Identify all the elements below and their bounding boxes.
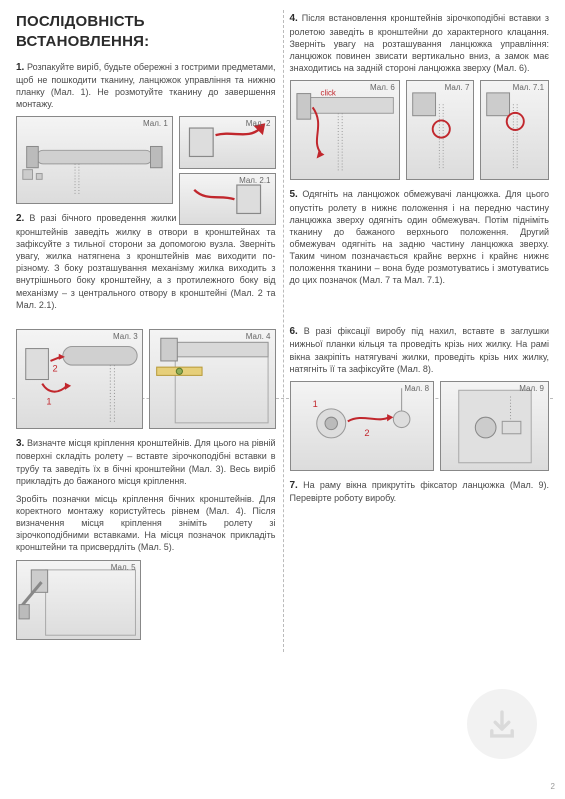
step-1: 1. Розпакуйте виріб, будьте обережні з г… xyxy=(16,61,276,111)
figure-5-caption: Мал. 5 xyxy=(111,563,136,574)
svg-text:2: 2 xyxy=(53,363,58,373)
figure-1-illustration xyxy=(17,117,172,203)
figure-2: Мал. 2 xyxy=(179,116,276,169)
figure-2-1: Мал. 2.1 xyxy=(179,173,276,226)
figure-3: 2 1 Мал. 3 xyxy=(16,329,143,429)
step-2-text: В разі бічного проведення жилки перед вс… xyxy=(16,213,276,309)
figure-7-caption: Мал. 7 xyxy=(445,83,470,94)
step-2: 2. В разі бічного проведення жилки перед… xyxy=(16,212,276,310)
figure-9-illustration xyxy=(441,382,548,470)
figure-3-illustration: 2 1 xyxy=(17,330,142,428)
step-6-num: 6. xyxy=(290,326,298,337)
svg-text:2: 2 xyxy=(364,428,369,438)
step-1-num: 1. xyxy=(16,62,24,73)
figure-4-caption: Мал. 4 xyxy=(246,332,271,343)
vertical-divider xyxy=(283,10,284,652)
figure-8-caption: Мал. 8 xyxy=(404,384,429,395)
step-7-num: 7. xyxy=(290,480,298,491)
figure-7: Мал. 7 xyxy=(406,80,475,180)
quadrant-top-left: ПОСЛІДОВНІСТЬ ВСТАНОВЛЕННЯ: 1. Розпакуйт… xyxy=(16,12,276,317)
page-number: 2 xyxy=(551,782,555,793)
step-5: 5. Одягніть на ланцюжок обмежувачі ланцю… xyxy=(290,188,550,286)
figure-2-1-caption: Мал. 2.1 xyxy=(239,176,270,187)
quadrant-bottom-right: 6. В разі фіксації виробу під нахил, вст… xyxy=(290,325,550,648)
svg-text:1: 1 xyxy=(312,399,317,409)
step-4: 4. Після встановлення кронштейнів зірочк… xyxy=(290,12,550,74)
figure-5: Мал. 5 xyxy=(16,560,141,640)
figure-4: Мал. 4 xyxy=(149,329,276,429)
step-5-text: Одягніть на ланцюжок обмежувачі ланцюжка… xyxy=(290,189,550,285)
figure-7-1-caption: Мал. 7.1 xyxy=(513,83,544,94)
step-4-text: Після встановлення кронштейнів зірочкопо… xyxy=(290,13,550,73)
step-7: 7. На раму вікна прикрутіть фіксатор лан… xyxy=(290,479,550,505)
figure-8: 1 2 Мал. 8 xyxy=(290,381,435,471)
watermark-icon xyxy=(467,689,537,759)
step-4-num: 4. xyxy=(290,13,298,24)
step-3-text1: Визначте місця кріплення кронштейнів. Дл… xyxy=(16,438,276,486)
step-6: 6. В разі фіксації виробу під нахил, вст… xyxy=(290,325,550,375)
figure-6-illustration: click xyxy=(291,81,399,179)
step-3-num: 3. xyxy=(16,438,24,449)
step-3: 3. Визначте місця кріплення кронштейнів.… xyxy=(16,437,276,554)
figure-6: click Мал. 6 xyxy=(290,80,400,180)
figure-7-1-illustration xyxy=(481,81,548,179)
figure-9: Мал. 9 xyxy=(440,381,549,471)
step-1-text: Розпакуйте виріб, будьте обережні з гост… xyxy=(16,62,276,110)
click-label: click xyxy=(320,89,335,98)
figure-6-caption: Мал. 6 xyxy=(370,83,395,94)
figure-1: Мал. 1 xyxy=(16,116,173,204)
svg-text:1: 1 xyxy=(46,396,51,406)
step-3-text2: Зробіть позначки місць кріплення бічних … xyxy=(16,493,276,554)
quadrant-top-right: 4. Після встановлення кронштейнів зірочк… xyxy=(290,12,550,317)
figure-8-illustration: 1 2 xyxy=(291,382,434,470)
figure-7-illustration xyxy=(407,81,474,179)
step-2-num: 2. xyxy=(16,213,24,224)
quadrant-bottom-left: 2 1 Мал. 3 Мал. 4 3. Визначте місця кріп… xyxy=(16,325,276,648)
figure-1-caption: Мал. 1 xyxy=(143,119,168,130)
figure-7-1: Мал. 7.1 xyxy=(480,80,549,180)
figure-3-caption: Мал. 3 xyxy=(113,332,138,343)
figure-2-caption: Мал. 2 xyxy=(246,119,271,130)
step-5-num: 5. xyxy=(290,189,298,200)
step-6-text: В разі фіксації виробу під нахил, вставт… xyxy=(290,326,550,374)
step-7-text: На раму вікна прикрутіть фіксатор ланцюж… xyxy=(290,480,550,504)
figure-4-illustration xyxy=(150,330,275,428)
figure-9-caption: Мал. 9 xyxy=(519,384,544,395)
page-title: ПОСЛІДОВНІСТЬ ВСТАНОВЛЕННЯ: xyxy=(16,12,276,53)
